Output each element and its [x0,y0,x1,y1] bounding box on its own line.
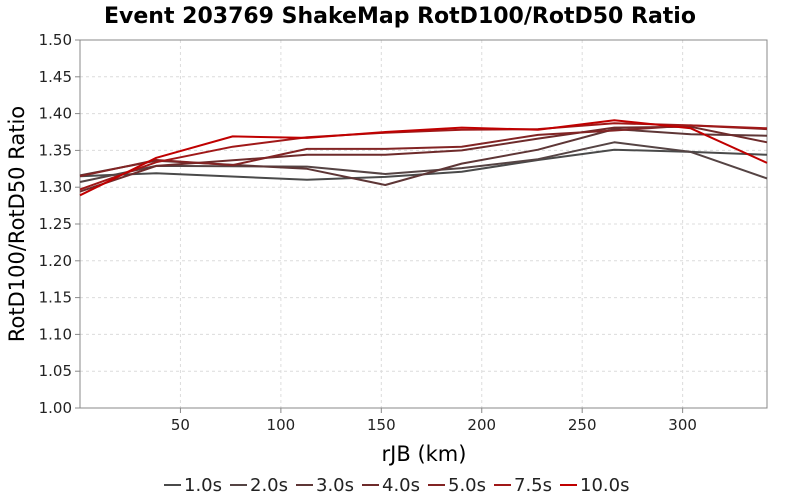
x-tick-label: 150 [367,416,396,434]
y-tick-label: 1.35 [39,141,72,159]
x-tick-label: 100 [267,416,296,434]
series-line-10-0s [79,119,768,197]
y-tick-label: 1.10 [39,325,72,343]
legend-label: 10.0s [580,475,629,496]
y-tick-label: 1.50 [39,31,72,49]
legend-label: 3.0s [316,475,354,496]
y-axis-label: RotD100/RotD50 Ratio [5,106,29,342]
legend-label: 7.5s [514,475,552,496]
legend-label: 5.0s [448,475,486,496]
y-tick-label: 1.45 [39,68,72,86]
legend-label: 2.0s [250,475,288,496]
y-tick-label: 1.25 [39,215,72,233]
series-line-2-0s [79,141,768,183]
series-line-1-0s [79,148,768,181]
x-axis-ticks: 50 100 150 200 250 300 [171,408,697,434]
grid [80,39,767,409]
y-tick-label: 1.00 [39,399,72,417]
series-lines [79,119,768,197]
x-axis-label: rJB (km) [382,442,467,466]
y-tick-label: 1.30 [39,178,72,196]
y-tick-label: 1.20 [39,252,72,270]
x-tick-label: 300 [668,416,697,434]
y-tick-label: 1.05 [39,362,72,380]
x-tick-label: 50 [171,416,190,434]
y-tick-label: 1.40 [39,105,72,123]
x-tick-label: 250 [568,416,597,434]
x-tick-label: 200 [467,416,496,434]
series-line-5-0s [79,124,768,178]
legend-label: 1.0s [184,475,222,496]
y-axis-ticks: 1.00 1.05 1.10 1.15 1.20 1.25 1.30 1.35 1.40 1.45… [39,31,80,417]
y-tick-label: 1.15 [39,289,72,307]
legend: 1.0s 2.0s 3.0s 4.0s 5.0s 7.5s 10.0s [164,475,629,496]
chart-title: Event 203769 ShakeMap RotD100/RotD50 Rat… [104,4,696,29]
legend-label: 4.0s [382,475,420,496]
series-line-4-0s [79,125,768,193]
